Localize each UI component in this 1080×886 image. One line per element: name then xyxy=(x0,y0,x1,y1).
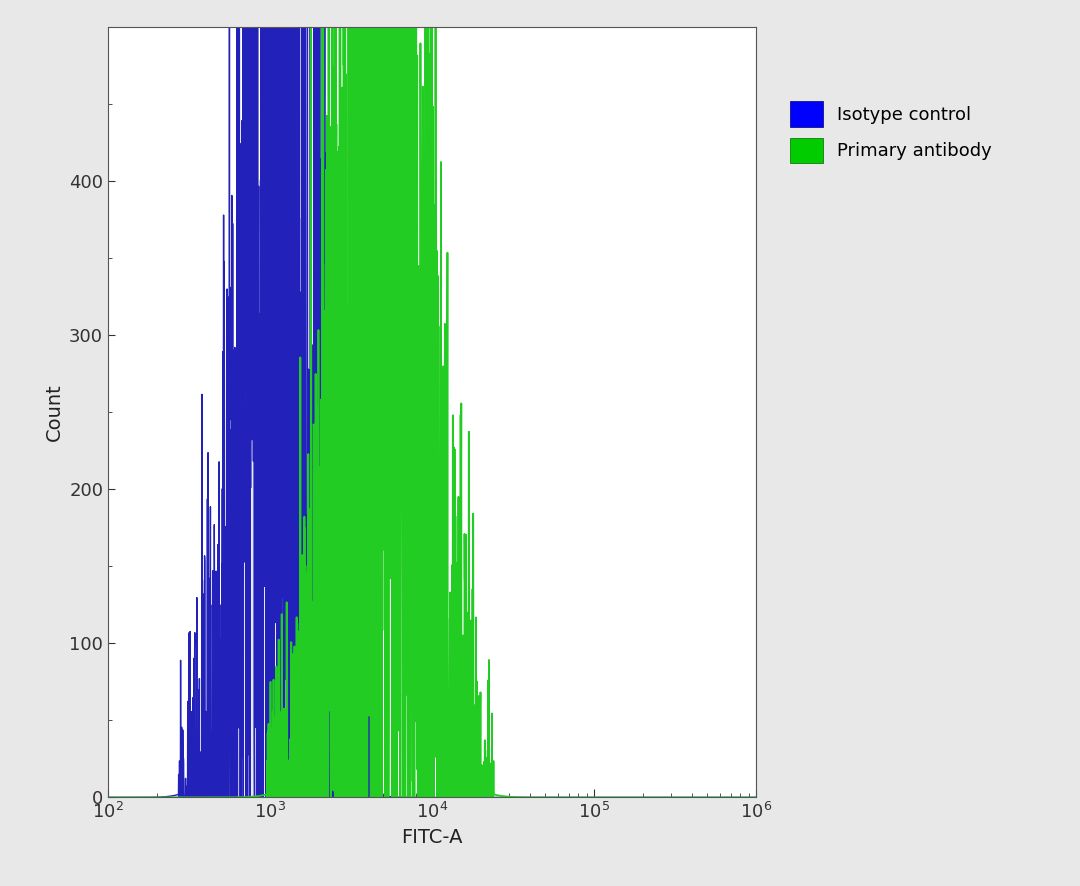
X-axis label: FITC-A: FITC-A xyxy=(402,828,462,847)
Y-axis label: Count: Count xyxy=(44,383,64,441)
Legend: Isotype control, Primary antibody: Isotype control, Primary antibody xyxy=(786,97,996,167)
